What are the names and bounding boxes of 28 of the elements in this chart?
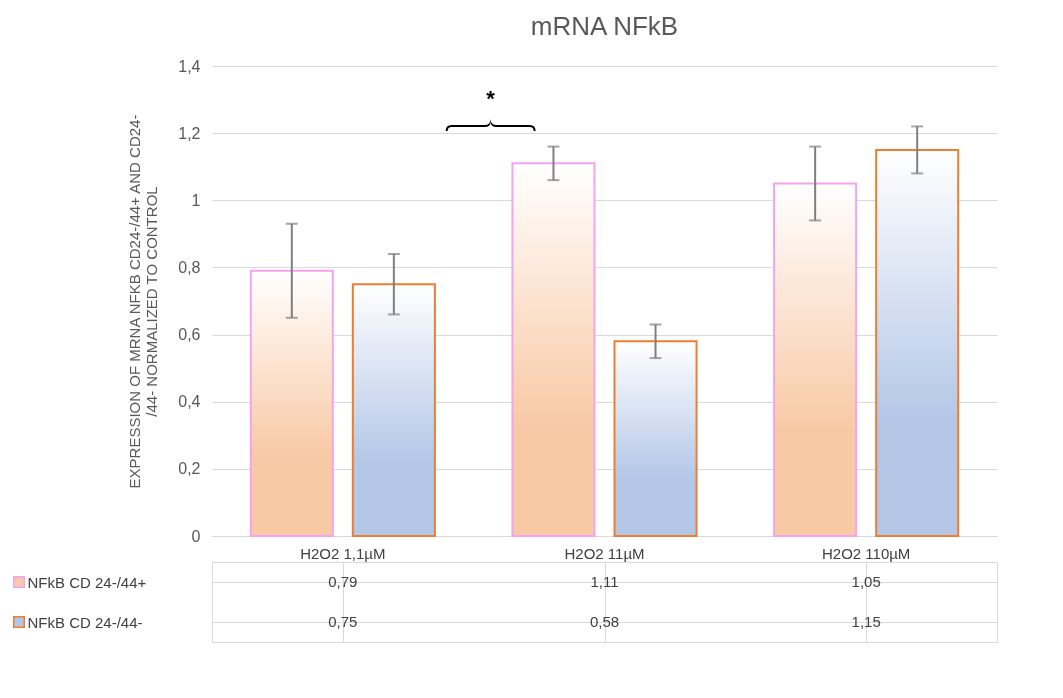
y-tick-label: 0,6 bbox=[178, 326, 201, 344]
y-tick-label: 0,8 bbox=[178, 258, 201, 276]
x-tick-label: H2O2 11µM bbox=[564, 544, 645, 562]
data-label: 1,11 bbox=[590, 573, 619, 590]
bar bbox=[351, 283, 436, 537]
y-tick-label: 1,4 bbox=[178, 57, 201, 75]
x-tick-label: H2O2 1,1µM bbox=[300, 544, 386, 562]
bar bbox=[613, 340, 698, 537]
data-label: 1,05 bbox=[851, 573, 881, 590]
bar bbox=[249, 269, 334, 537]
y-tick-label: 0,4 bbox=[178, 393, 201, 411]
y-tick-label: 1 bbox=[191, 191, 201, 209]
data-label: 0,58 bbox=[589, 613, 620, 630]
data-label: 0,79 bbox=[328, 573, 358, 590]
bar bbox=[511, 162, 596, 537]
bar bbox=[875, 148, 960, 537]
legend-label: NFkB CD 24-/44- bbox=[27, 613, 143, 631]
bar bbox=[773, 182, 858, 537]
y-tick-label: 1,2 bbox=[178, 124, 201, 142]
x-tick-label: H2O2 110µM bbox=[821, 544, 911, 562]
data-label: 0,75 bbox=[328, 613, 358, 630]
chart-title: mRNA NFkB bbox=[530, 11, 679, 41]
y-axis-title: EXPRESSION OF MRNA NFKB CD24-/44+ AND CD24-/44- NORMALIZED TO CONTROL bbox=[126, 114, 161, 489]
legend-label: NFkB CD 24-/44+ bbox=[27, 573, 147, 591]
y-tick-label: 0,2 bbox=[178, 460, 201, 478]
y-tick-label: 0 bbox=[191, 527, 201, 545]
data-label: 1,15 bbox=[851, 613, 881, 630]
annotation: * bbox=[486, 85, 496, 111]
